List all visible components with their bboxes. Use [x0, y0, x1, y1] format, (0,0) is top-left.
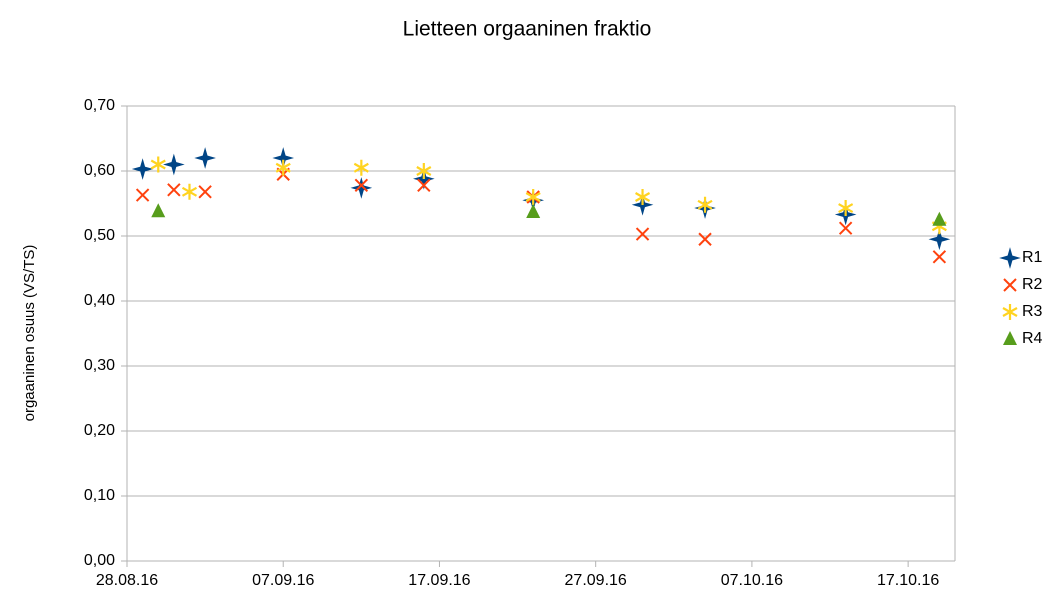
data-point — [167, 183, 181, 197]
legend-marker — [999, 247, 1021, 269]
x-tick-label: 28.08.16 — [96, 572, 158, 589]
x-tick-label: 27.09.16 — [565, 572, 627, 589]
legend-marker — [1003, 331, 1017, 345]
data-point — [932, 250, 947, 264]
data-point — [275, 159, 291, 176]
legend-label: R4 — [1022, 330, 1043, 347]
legend-marker — [1003, 278, 1017, 292]
data-point — [928, 228, 951, 251]
y-tick-label: 0,10 — [84, 487, 115, 504]
chart-title: Lietteen orgaaninen fraktio — [403, 18, 652, 41]
y-tick-label: 0,60 — [84, 162, 115, 179]
data-point — [838, 221, 853, 235]
data-point — [150, 156, 166, 173]
x-tick-label: 17.10.16 — [877, 572, 939, 589]
data-point — [135, 188, 150, 202]
data-point — [350, 177, 373, 199]
y-tick-label: 0,00 — [84, 552, 115, 569]
data-point — [417, 178, 431, 193]
data-point — [354, 178, 369, 193]
data-point — [416, 163, 432, 179]
data-point — [181, 183, 198, 200]
legend-label: R2 — [1022, 276, 1043, 293]
data-point — [525, 189, 541, 205]
data-point — [151, 203, 166, 218]
x-tick-label: 07.10.16 — [721, 572, 783, 589]
y-tick-label: 0,20 — [84, 422, 115, 439]
legend-label: R1 — [1022, 249, 1043, 266]
legend-marker — [1002, 304, 1018, 320]
legend-label: R3 — [1022, 303, 1043, 320]
data-point — [635, 227, 650, 241]
data-point — [697, 196, 713, 213]
y-tick-label: 0,30 — [84, 357, 115, 374]
data-point — [131, 158, 154, 180]
y-tick-label: 0,50 — [84, 227, 115, 244]
y-tick-label: 0,40 — [84, 292, 115, 309]
x-tick-label: 07.09.16 — [252, 572, 314, 589]
data-point — [198, 185, 212, 199]
y-axis-label: orgaaninen osuus (VS/TS) — [21, 245, 38, 422]
data-point — [163, 153, 185, 176]
data-point — [526, 203, 541, 218]
data-point — [698, 232, 712, 246]
y-tick-label: 0,70 — [84, 97, 115, 114]
data-point — [635, 189, 651, 205]
data-point — [932, 211, 947, 226]
data-point — [353, 159, 369, 176]
x-tick-label: 17.09.16 — [408, 572, 470, 589]
data-point — [838, 200, 854, 217]
data-point — [194, 147, 216, 169]
